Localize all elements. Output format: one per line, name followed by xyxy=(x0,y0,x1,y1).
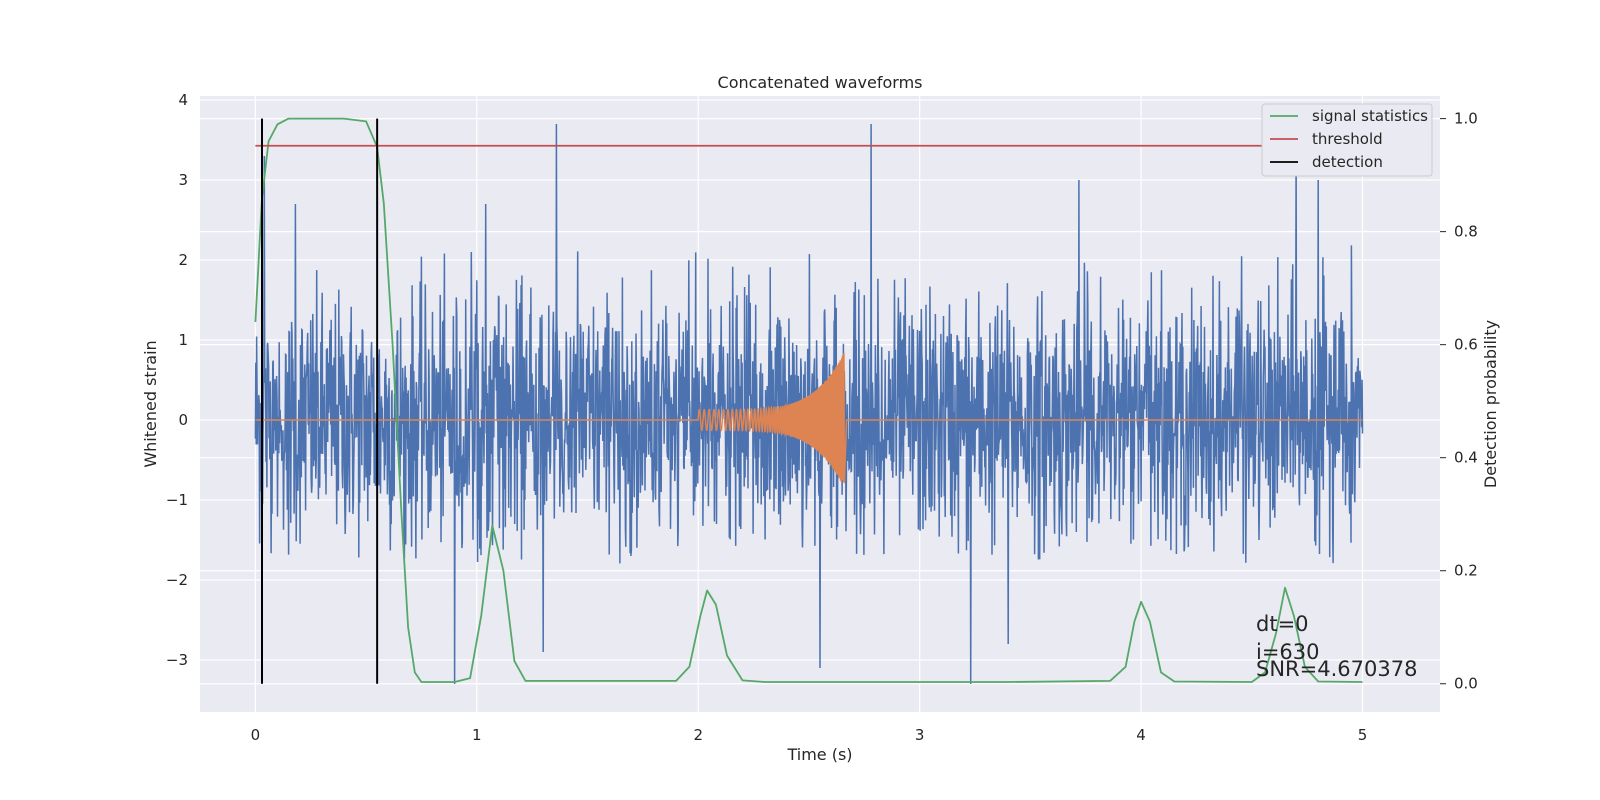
injection-series-line xyxy=(255,353,1363,484)
y-right-tick-label: 0.4 xyxy=(1454,449,1478,467)
y-right-tick-label: 0.0 xyxy=(1454,675,1478,693)
x-tick-label: 3 xyxy=(915,726,925,744)
y-right-tick-label: 0.6 xyxy=(1454,336,1478,354)
legend-box xyxy=(1261,103,1433,177)
x-tick-label: 1 xyxy=(472,726,482,744)
y-axis-right-label: Detection probability xyxy=(1481,320,1500,488)
y-tick-label: −2 xyxy=(166,571,188,589)
y-tick-label: −3 xyxy=(166,651,188,669)
y-tick-label: 3 xyxy=(178,171,188,189)
legend: signal statistics threshold detection xyxy=(1261,103,1433,177)
x-axis-label: Time (s) xyxy=(786,745,852,764)
y-tick-label: −1 xyxy=(166,491,188,509)
legend-label-signal-statistics: signal statistics xyxy=(1312,107,1428,125)
y-axis-label: Whitened strain xyxy=(141,340,160,467)
x-tick-label: 2 xyxy=(693,726,703,744)
legend-label-threshold: threshold xyxy=(1312,130,1383,148)
y-tick-label: 4 xyxy=(178,91,188,109)
x-tick-label: 0 xyxy=(251,726,261,744)
annotations: dt=0 i=630 SNR=4.670378 xyxy=(1256,612,1417,681)
annotation-snr: SNR=4.670378 xyxy=(1256,657,1417,681)
y-right-tick-label: 0.8 xyxy=(1454,223,1478,241)
annotation-index: i=630 xyxy=(1256,640,1320,664)
x-tick-label: 4 xyxy=(1136,726,1146,744)
y-tick-label: 0 xyxy=(178,411,188,429)
y-right-tick-label: 1.0 xyxy=(1454,110,1478,128)
legend-label-detection: detection xyxy=(1312,153,1383,171)
data-layer xyxy=(254,117,1385,685)
y-right-tick-label: 0.2 xyxy=(1454,562,1478,580)
tick-labels: 0 1 2 3 4 5 −3 −2 −1 0 1 2 3 4 0.0 0.2 0.4 0.6 0.8 1.0 xyxy=(166,91,1478,744)
chart-title: Concatenated waveforms xyxy=(718,73,923,92)
x-tick-label: 5 xyxy=(1358,726,1368,744)
y-tick-label: 1 xyxy=(178,331,188,349)
y-tick-label: 2 xyxy=(178,251,188,269)
noise-series-line xyxy=(254,123,1364,685)
annotation-dt: dt=0 xyxy=(1256,612,1309,636)
signal-statistics-line xyxy=(254,117,1363,683)
